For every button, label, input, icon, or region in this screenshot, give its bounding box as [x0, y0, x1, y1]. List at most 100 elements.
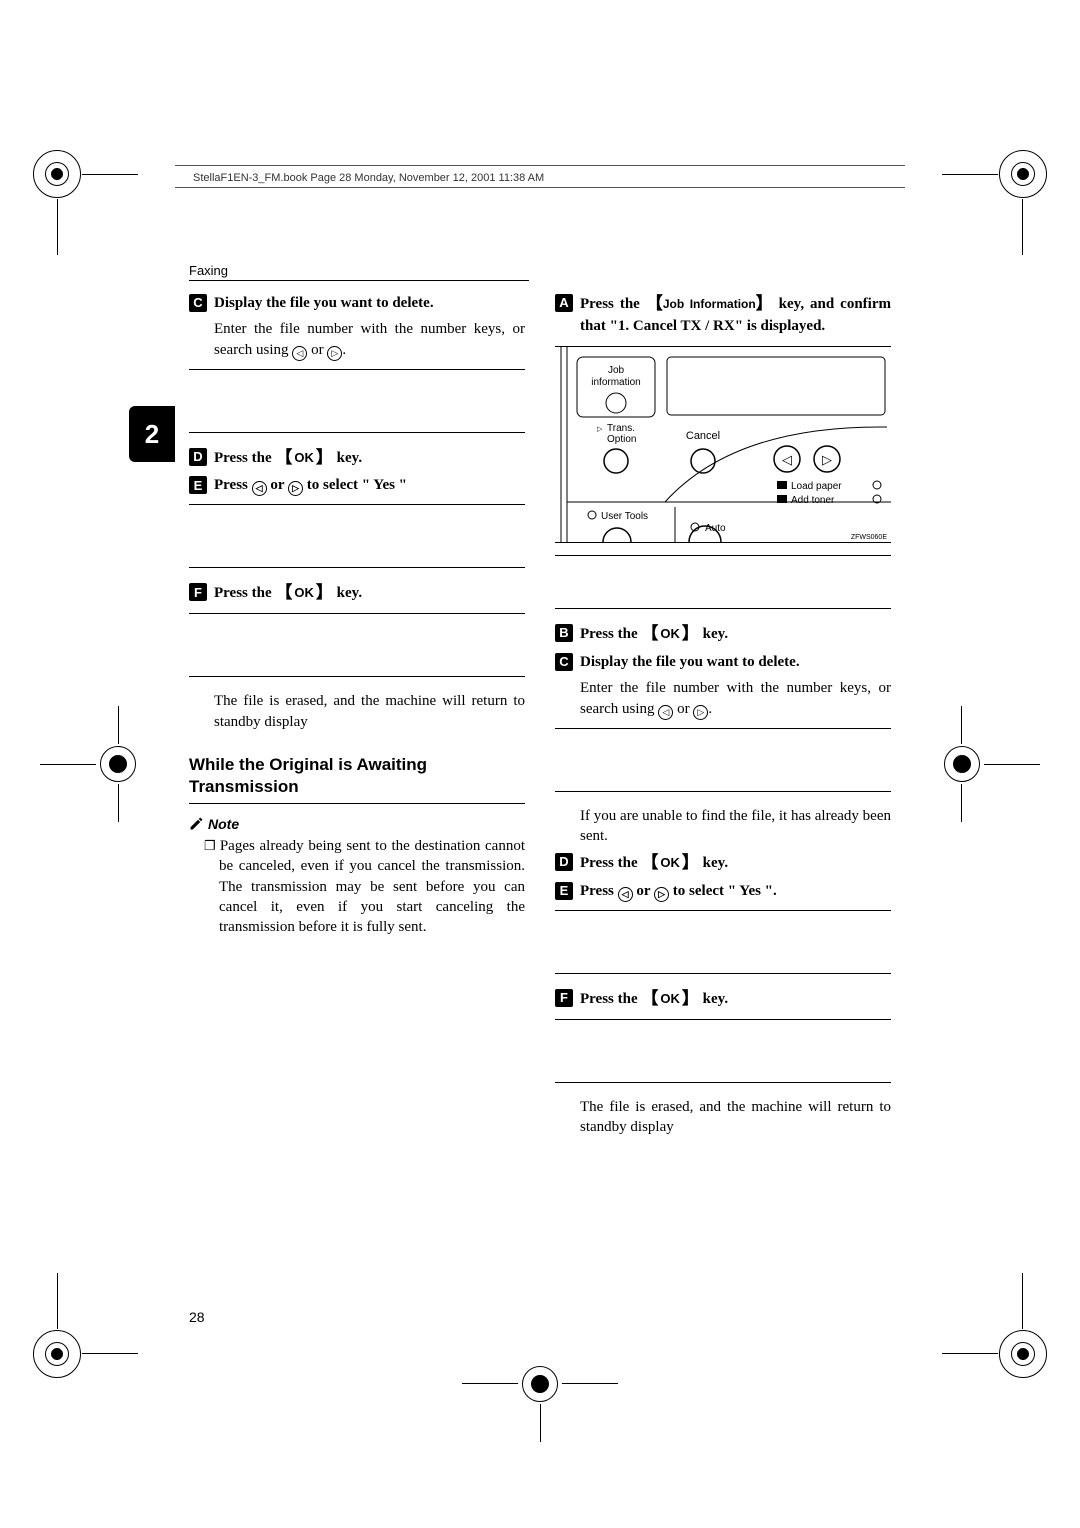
reg-line [961, 706, 962, 744]
page-number: 28 [189, 1309, 205, 1325]
svg-text:Cancel: Cancel [686, 430, 720, 442]
left-arrow-icon: ◁ [252, 481, 267, 496]
reg-mark-br [999, 1330, 1047, 1378]
right-arrow-icon: ▷ [693, 705, 708, 720]
right-arrow-icon: ▷ [288, 481, 303, 496]
reg-mark-tr [999, 150, 1047, 198]
step-3r-para: Enter the file number with the number ke… [580, 678, 891, 719]
reg-line [82, 1353, 138, 1354]
step-3-para: Enter the file number with the number ke… [214, 319, 525, 360]
left-arrow-icon: ◁ [658, 705, 673, 720]
svg-text:Trans.: Trans. [607, 423, 635, 434]
panel-job-info-label: Job [608, 365, 625, 376]
reg-mark-tl [33, 150, 81, 198]
reg-line [540, 1404, 541, 1442]
step-3r: C Display the file you want to delete. [555, 652, 891, 672]
ok-key: OK [658, 854, 682, 872]
step-5r: E Press ◁ or ▷ to select " Yes ". [555, 881, 891, 902]
ok-key: OK [292, 449, 316, 467]
step-number: F [189, 583, 207, 601]
left-arrow-icon: ◁ [292, 346, 307, 361]
reg-line [961, 784, 962, 822]
subsection-heading: While the Original is Awaiting Transmiss… [189, 754, 525, 804]
reg-line [984, 764, 1040, 765]
step-5: E Press ◁ or ▷ to select " Yes " [189, 475, 525, 496]
svg-text:User Tools: User Tools [601, 511, 648, 522]
step-6r: F Press the 【OK】 key. [555, 988, 891, 1011]
step-text: Press the 【OK】 key. [214, 582, 525, 605]
unable-note: If you are unable to find the file, it h… [580, 806, 891, 847]
note-body: Pages already being sent to the destinat… [189, 836, 525, 937]
right-column: A Press the 【Job Information】 key, and c… [555, 293, 891, 1144]
step-text: Display the file you want to delete. [214, 293, 525, 313]
step-text: Display the file you want to delete. [580, 652, 891, 672]
display-placeholder [555, 555, 891, 609]
ok-key: OK [658, 990, 682, 1008]
svg-text:ZFWS060E: ZFWS060E [851, 534, 888, 541]
svg-text:Add toner: Add toner [791, 495, 835, 506]
text: or [677, 701, 690, 717]
ok-key: OK [658, 625, 682, 643]
svg-text:Auto: Auto [705, 523, 726, 534]
right-arrow-icon: ▷ [654, 887, 669, 902]
svg-text:information: information [591, 377, 640, 388]
control-panel-diagram: Job information ▷ Trans. Option Cancel [555, 346, 891, 543]
reg-line [57, 1273, 58, 1329]
step-number: E [189, 476, 207, 494]
step-number: C [189, 294, 207, 312]
reg-line [118, 706, 119, 744]
reg-line [1022, 199, 1023, 255]
step-number: D [189, 448, 207, 466]
job-information-key: Job Information [663, 297, 756, 311]
svg-text:Load paper: Load paper [791, 481, 842, 492]
note-icon [189, 816, 204, 831]
step-1: A Press the 【Job Information】 key, and c… [555, 293, 891, 336]
svg-text:◁: ◁ [782, 452, 792, 467]
svg-text:▷: ▷ [822, 452, 832, 467]
step-6: F Press the 【OK】 key. [189, 582, 525, 605]
step-number: D [555, 853, 573, 871]
reg-line [942, 1353, 998, 1354]
reg-line [57, 199, 58, 255]
reg-line [562, 1383, 618, 1384]
step-4: D Press the 【OK】 key. [189, 447, 525, 470]
display-placeholder [189, 369, 525, 433]
step-number: F [555, 989, 573, 1007]
reg-mark-bottom [522, 1366, 558, 1402]
step-number: B [555, 624, 573, 642]
step-text: Press the 【OK】 key. [214, 447, 525, 470]
reg-mark-left [100, 746, 136, 782]
step-text: Press the 【Job Information】 key, and con… [580, 293, 891, 336]
ok-key: OK [292, 584, 316, 602]
left-arrow-icon: ◁ [618, 887, 633, 902]
reg-line [40, 764, 96, 765]
note-heading: Note [189, 816, 525, 832]
step-text: Press ◁ or ▷ to select " Yes ". [580, 881, 891, 902]
reg-mark-bl [33, 1330, 81, 1378]
right-arrow-icon: ▷ [327, 346, 342, 361]
step-4r: D Press the 【OK】 key. [555, 852, 891, 875]
step-text: Press the 【OK】 key. [580, 852, 891, 875]
step-text: Press the 【OK】 key. [580, 623, 891, 646]
step-3: C Display the file you want to delete. [189, 293, 525, 313]
svg-text:▷: ▷ [597, 426, 603, 433]
display-placeholder [555, 910, 891, 974]
step-text: Press the 【OK】 key. [580, 988, 891, 1011]
step-number: C [555, 653, 573, 671]
chapter-tab: 2 [129, 406, 175, 462]
text: or [311, 342, 324, 358]
reg-line [118, 784, 119, 822]
step-2: B Press the 【OK】 key. [555, 623, 891, 646]
left-column: C Display the file you want to delete. E… [189, 293, 525, 1144]
text: Enter the file number with the number ke… [214, 321, 525, 357]
step-number: A [555, 294, 573, 312]
step-6-result: The file is erased, and the machine will… [214, 691, 525, 732]
page-frame: StellaF1EN-3_FM.book Page 28 Monday, Nov… [175, 165, 905, 1325]
text: Enter the file number with the number ke… [580, 680, 891, 716]
reg-line [82, 174, 138, 175]
display-placeholder [189, 504, 525, 568]
display-placeholder [555, 728, 891, 792]
step-number: E [555, 882, 573, 900]
display-placeholder [555, 1019, 891, 1083]
reg-line [1022, 1273, 1023, 1329]
